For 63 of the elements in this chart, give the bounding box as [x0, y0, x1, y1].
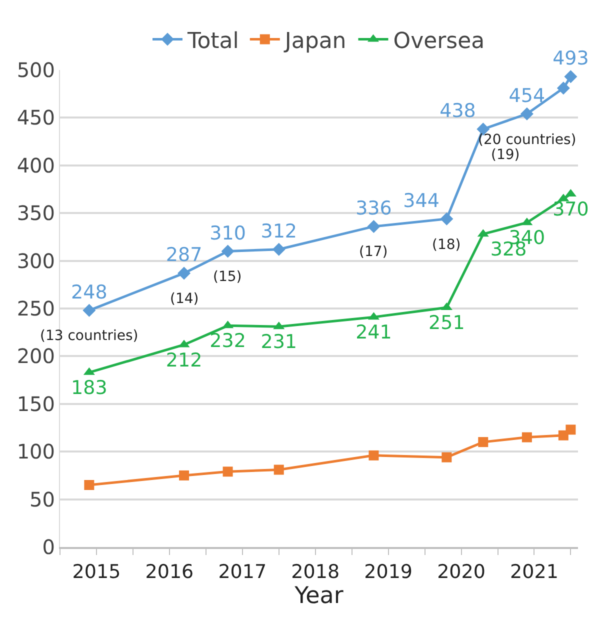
- point: [556, 82, 570, 95]
- y-tick-label: 350: [16, 201, 55, 226]
- x-tick-label: 2019: [364, 560, 412, 583]
- x-tick-label: 2018: [291, 560, 340, 583]
- y-tick-label: 500: [16, 58, 55, 82]
- point: [440, 212, 454, 226]
- legend-label: Total: [186, 28, 239, 54]
- point: [84, 480, 94, 490]
- x-tick-label: 2020: [437, 560, 486, 583]
- y-tick-label: 450: [16, 106, 55, 130]
- annotation: (19): [491, 147, 520, 163]
- annotation: (14): [170, 291, 199, 307]
- data-label: 287: [166, 244, 202, 266]
- x-tick-label: 2017: [218, 560, 267, 583]
- point: [566, 424, 576, 435]
- y-tick-label: 100: [16, 440, 55, 464]
- point: [179, 470, 190, 480]
- point: [522, 432, 532, 442]
- point: [178, 266, 191, 280]
- y-tick-label: 300: [16, 248, 55, 273]
- point: [368, 450, 379, 460]
- data-label: 232: [210, 330, 246, 352]
- y-tick-label: 0: [42, 535, 55, 559]
- legend-label: Oversea: [393, 28, 485, 54]
- data-label: 370: [552, 198, 589, 221]
- legend-label: Japan: [282, 28, 346, 54]
- x-tick-label: 2016: [145, 560, 194, 583]
- annotation: (15): [213, 269, 242, 285]
- y-tick-label: 50: [30, 487, 55, 512]
- data-label: 344: [403, 190, 440, 212]
- y-tick-label: 250: [16, 296, 55, 320]
- annotation: (17): [359, 244, 388, 260]
- point: [274, 464, 284, 475]
- data-label: 336: [356, 197, 392, 220]
- point: [367, 220, 380, 233]
- data-label: 241: [356, 322, 392, 344]
- point: [520, 107, 534, 120]
- x-tick-label: 2021: [510, 560, 558, 583]
- point: [221, 244, 234, 258]
- y-tick-label: 400: [16, 153, 55, 178]
- point: [222, 466, 233, 477]
- y-tick-label: 200: [16, 344, 55, 368]
- point: [82, 304, 96, 317]
- data-label: 312: [260, 220, 298, 242]
- x-axis-title: Year: [294, 582, 344, 609]
- data-label: 231: [260, 331, 298, 354]
- annotation: (20 countries): [478, 132, 576, 148]
- point: [564, 70, 578, 84]
- data-label: 310: [210, 222, 246, 244]
- data-label: 251: [428, 312, 465, 334]
- data-label: 248: [71, 281, 108, 304]
- data-label: 454: [508, 84, 546, 107]
- point: [442, 452, 452, 462]
- annotation: (18): [432, 237, 461, 253]
- data-label: 212: [166, 349, 202, 372]
- data-label: 183: [71, 376, 108, 399]
- data-label: 438: [440, 100, 476, 122]
- data-label: 493: [552, 48, 589, 70]
- point: [478, 437, 488, 448]
- annotation: (13 countries): [40, 328, 138, 344]
- point: [272, 242, 286, 256]
- x-tick-label: 2015: [72, 560, 121, 583]
- y-tick-label: 150: [16, 392, 55, 416]
